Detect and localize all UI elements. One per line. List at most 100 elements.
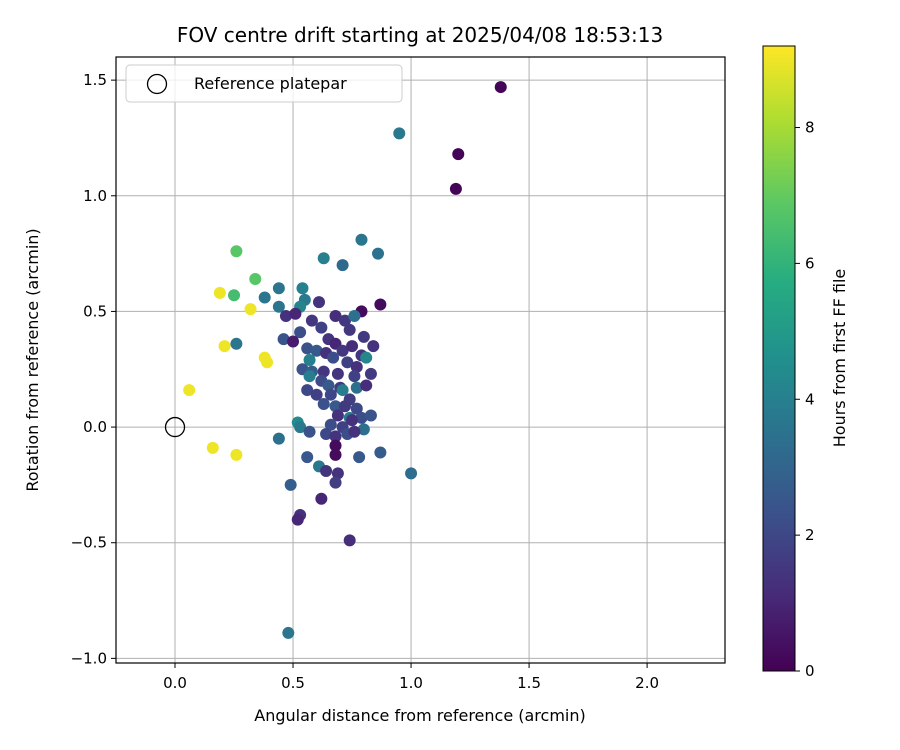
data-point <box>346 340 359 353</box>
data-point <box>272 282 285 295</box>
data-point <box>261 356 274 369</box>
colorbar-ticks: 0 2 4 6 8 <box>795 119 815 680</box>
data-point <box>284 478 297 491</box>
y-axis-label: Rotation from reference (arcmin) <box>23 228 42 491</box>
data-points <box>164 81 507 639</box>
data-point <box>324 418 337 431</box>
data-point <box>329 430 342 443</box>
data-point <box>206 441 219 454</box>
colorbar-gradient <box>762 45 796 672</box>
x-tick-label: 2.0 <box>635 674 659 692</box>
y-tick-label: 1.0 <box>83 187 107 205</box>
data-point <box>327 351 340 364</box>
colorbar: 0 2 4 6 8 Hours from first FF file <box>762 45 849 680</box>
data-point <box>294 421 307 434</box>
y-tick-label: 1.5 <box>83 71 107 89</box>
colorbar-tick-label: 0 <box>805 662 815 680</box>
data-point <box>244 303 257 316</box>
data-point <box>294 326 307 339</box>
data-point <box>350 381 363 394</box>
data-point <box>301 384 314 397</box>
data-point <box>452 148 465 161</box>
data-point <box>374 298 387 311</box>
data-point <box>355 411 368 424</box>
colorbar-tick-label: 8 <box>805 119 815 137</box>
data-point <box>331 409 344 422</box>
data-point <box>315 492 328 505</box>
data-point <box>494 81 507 94</box>
x-tick-label: 1.5 <box>517 674 541 692</box>
data-point <box>272 300 285 313</box>
chart-title: FOV centre drift starting at 2025/04/08 … <box>177 23 663 47</box>
data-point <box>353 451 366 464</box>
data-point <box>301 342 314 355</box>
data-point <box>329 439 342 452</box>
data-point <box>343 534 356 547</box>
data-point <box>364 409 377 422</box>
grid-lines <box>116 57 725 663</box>
data-point <box>303 425 316 438</box>
reference-marker-icon <box>146 73 168 95</box>
data-point <box>338 314 351 327</box>
data-point <box>357 330 370 343</box>
data-point <box>331 467 344 480</box>
data-point <box>218 340 231 353</box>
data-point <box>346 414 359 427</box>
data-point <box>317 397 330 410</box>
x-tick-label: 0.5 <box>281 674 305 692</box>
data-point <box>303 370 316 383</box>
y-axis-ticks: −1.0 −0.5 0.0 0.5 1.0 1.5 <box>71 71 116 667</box>
reference-platepar-point <box>164 416 186 438</box>
data-point <box>324 388 337 401</box>
data-point <box>289 307 302 320</box>
data-point <box>230 448 243 461</box>
data-point <box>282 626 295 639</box>
data-point <box>360 379 373 392</box>
data-point <box>320 465 333 478</box>
y-tick-label: 0.0 <box>83 418 107 436</box>
data-point <box>350 402 363 415</box>
data-point <box>230 245 243 258</box>
data-point <box>277 333 290 346</box>
data-point <box>341 356 354 369</box>
data-point <box>372 247 385 260</box>
data-point <box>320 428 333 441</box>
data-point <box>329 476 342 489</box>
data-point <box>317 365 330 378</box>
data-point <box>355 233 368 246</box>
legend: Reference platepar <box>125 64 403 103</box>
data-point <box>338 400 351 413</box>
data-point <box>310 344 323 357</box>
data-point <box>350 360 363 373</box>
data-point <box>329 310 342 323</box>
data-point <box>183 384 196 397</box>
x-tick-label: 0.0 <box>163 674 187 692</box>
data-point <box>360 351 373 364</box>
x-axis-ticks: 0.0 0.5 1.0 1.5 2.0 <box>163 663 659 692</box>
data-point <box>303 354 316 366</box>
legend-entry-reference: Reference platepar <box>194 74 347 93</box>
data-point <box>449 182 462 195</box>
x-tick-label: 1.0 <box>399 674 423 692</box>
data-point <box>279 310 292 323</box>
data-point <box>374 446 387 459</box>
data-point <box>348 310 361 323</box>
data-point <box>305 314 318 327</box>
colorbar-tick-label: 4 <box>805 390 815 408</box>
colorbar-label: Hours from first FF file <box>830 269 849 448</box>
data-point <box>228 289 241 302</box>
data-point <box>296 282 309 295</box>
data-point <box>367 340 380 353</box>
colorbar-tick-label: 6 <box>805 254 815 272</box>
data-point <box>348 425 361 438</box>
data-point <box>213 286 226 299</box>
data-point <box>310 388 323 401</box>
x-axis-label: Angular distance from reference (arcmin) <box>254 706 585 725</box>
data-point <box>336 344 349 357</box>
data-point <box>329 448 342 461</box>
data-point <box>336 259 349 272</box>
y-tick-label: 0.5 <box>83 302 107 320</box>
legend-box <box>125 64 403 103</box>
colorbar-tick-label: 2 <box>805 526 815 544</box>
